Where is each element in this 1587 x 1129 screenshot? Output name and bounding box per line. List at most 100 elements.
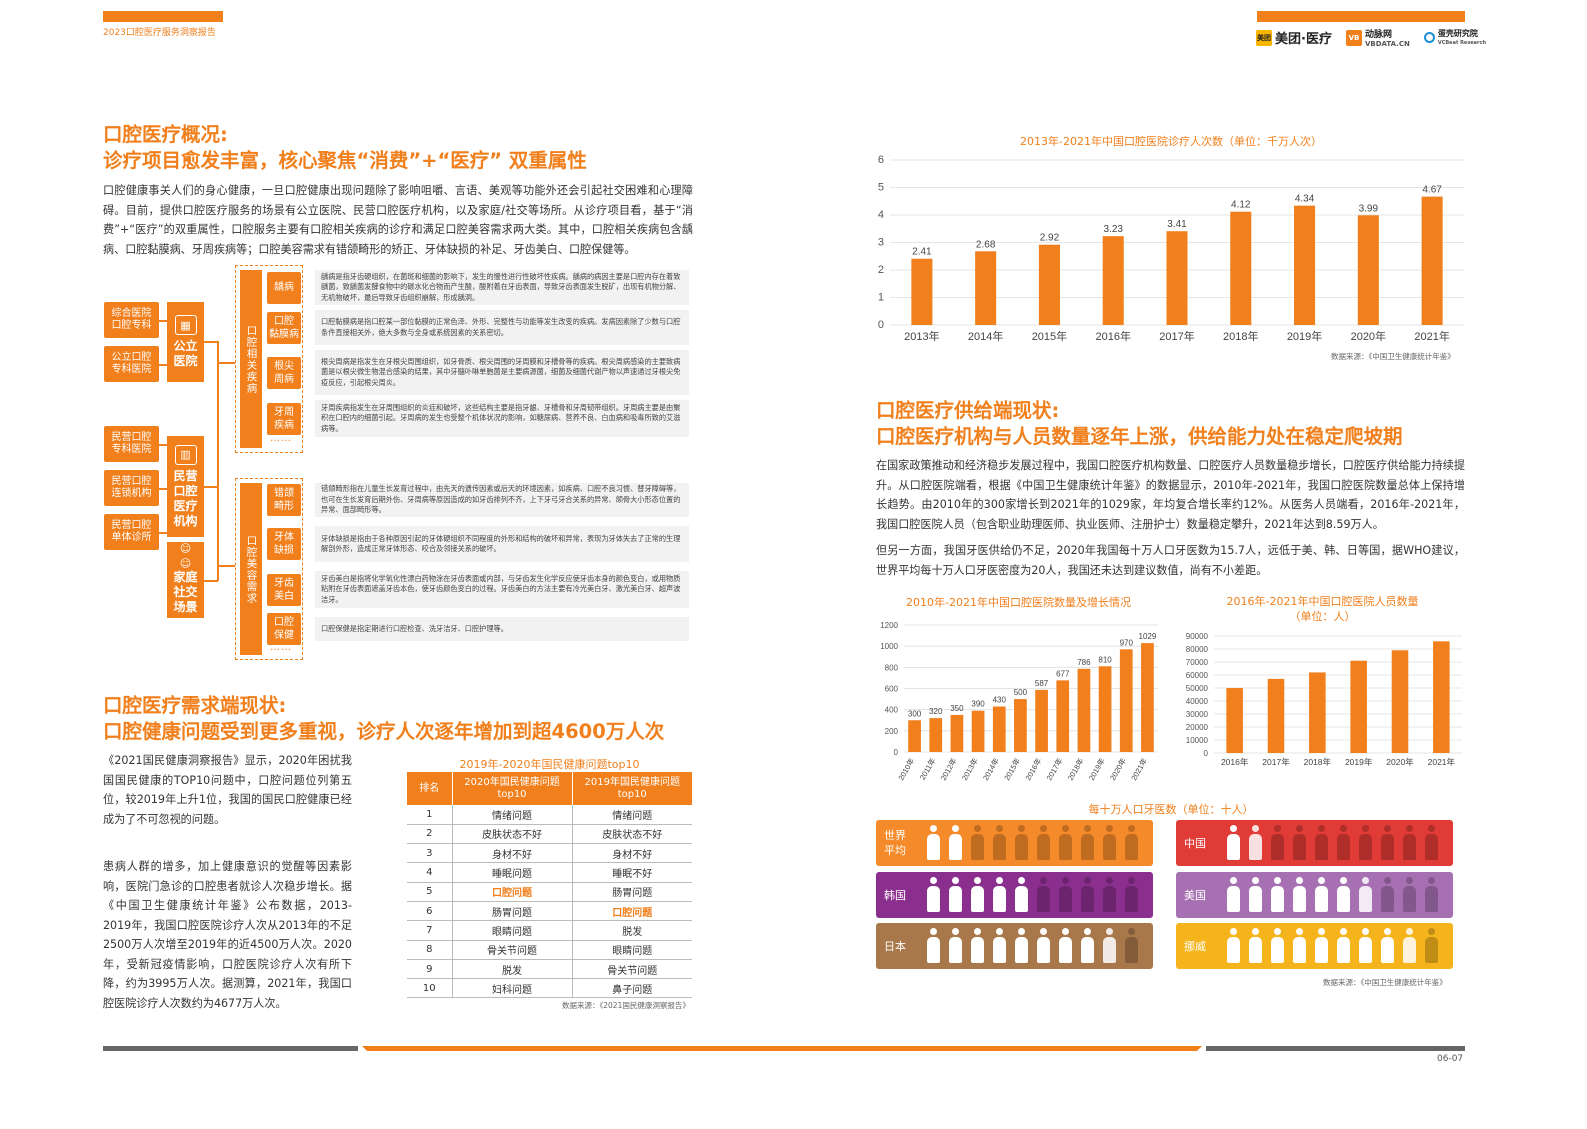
country-label: 日本 <box>884 939 906 953</box>
x-tick-label: 2014年 <box>968 329 1003 343</box>
beauty-category: 牙齿 美白 <box>267 573 301 606</box>
y-tick-label: 60000 <box>1186 671 1209 680</box>
issue-2020-cell: 情绪问题 <box>452 805 573 825</box>
header-logos: 美团 美团·医疗 VB 动脉网 VBDATA.CN 蛋壳研究院 VCBeat Resea… <box>1256 27 1486 48</box>
disease-category: 根尖 周病 <box>267 356 301 389</box>
disease-description: 牙周疾病指发生在牙周围组织的炎症和破坏，这些结构主要是指牙龈、牙槽骨和牙周韧带组… <box>315 400 689 437</box>
bar <box>929 718 943 752</box>
bar <box>992 706 1006 752</box>
x-tick-label: 2012年 <box>938 756 959 782</box>
bar <box>1056 680 1070 752</box>
header-accent-bar-right <box>1257 11 1465 22</box>
bar <box>1166 231 1188 325</box>
y-tick-label: 30000 <box>1186 710 1209 719</box>
public-hospital-label: 公立 医院 <box>173 339 198 368</box>
person-icon <box>1034 928 1053 964</box>
x-tick-label: 2020年 <box>1107 756 1128 782</box>
x-tick-label: 2020年 <box>1386 757 1414 767</box>
person-icon <box>1422 825 1441 861</box>
data-label: 2.41 <box>912 247 932 258</box>
person-icon <box>924 928 943 964</box>
issue-2020-cell: 肠胃问题 <box>452 901 573 922</box>
footer-bar-gray-left <box>103 1046 358 1051</box>
connector <box>159 444 167 446</box>
bar <box>1077 668 1091 752</box>
group1-ellipsis: …… <box>270 433 292 444</box>
supply-para-2: 但另一方面，我国牙医供给仍不足，2020年我国每十万人口牙医数为15.7人，远低… <box>876 544 1465 577</box>
top10-row: 10 妇科问题 鼻子问题 <box>407 978 692 999</box>
bar <box>950 714 964 752</box>
hospitals-chart: 0 200 400 600 800 1000 1200 300 2010年 320 2011年 350… <box>880 621 1158 782</box>
person-icon <box>1078 877 1097 913</box>
y-tick-label: 40000 <box>1186 697 1209 706</box>
y-tick-label: 20000 <box>1186 723 1209 732</box>
x-tick-label: 2014年 <box>980 756 1001 782</box>
person-icon <box>1356 825 1375 861</box>
x-tick-label: 2016年 <box>1095 329 1130 343</box>
y-tick-label: 600 <box>885 685 899 694</box>
staff-chart: 0 10000 20000 30000 40000 50000 60000 70000 8000… <box>1186 632 1462 767</box>
top10-row: 6 肠胃问题 口腔问题 <box>407 901 692 922</box>
x-tick-label: 2018年 <box>1223 329 1258 343</box>
person-icon <box>1100 877 1119 913</box>
person-icon <box>1290 928 1309 964</box>
person-icon <box>1334 877 1353 913</box>
footer-bar-orange <box>362 1046 1202 1051</box>
country-label: 美国 <box>1184 888 1206 902</box>
disease-description: 龋病是指牙齿硬组织，在菌斑和细菌的影响下，发生的慢性进行性破坏性疾病。龋病的病因… <box>315 270 689 305</box>
top10-row: 4 睡眠问题 睡眠不好 <box>407 862 692 883</box>
data-label: 3.23 <box>1103 224 1123 235</box>
person-icon <box>1312 877 1331 913</box>
x-tick-label: 2018年 <box>1065 756 1086 782</box>
bar <box>908 720 921 752</box>
rank-cell: 3 <box>407 843 453 864</box>
issue-2020-cell: 睡眠问题 <box>452 862 573 883</box>
vbdata-text: 动脉网 <box>1364 30 1392 40</box>
y-tick-label: 10000 <box>1186 736 1209 745</box>
person-icon <box>990 928 1009 964</box>
dentists-chart-title: 每十万人口牙医数（单位：十人） <box>1088 803 1254 816</box>
header-2020: 2020年国民健康问题 top10 <box>452 772 573 805</box>
issue-2019-cell: 脱发 <box>572 920 692 941</box>
disease-category: 牙周 疾病 <box>267 402 301 435</box>
person-icon <box>1246 928 1265 964</box>
bar <box>1230 211 1252 325</box>
bar <box>1035 689 1048 752</box>
person-icon <box>1100 928 1119 964</box>
dentist-band: 世界 平均 <box>876 820 1153 866</box>
beauty-category: 错颌 畸形 <box>267 484 301 516</box>
rank-cell: 8 <box>407 940 453 960</box>
bar <box>1294 205 1316 325</box>
footer-bar-gray-right <box>1206 1046 1465 1051</box>
demand-para-1: 《2021国民健康洞察报告》显示，2020年困扰我国国民健康的TOP10问题中，… <box>103 754 352 826</box>
private-sub-2: 民营口腔 连锁机构 <box>104 470 159 506</box>
country-label: 韩国 <box>884 888 906 902</box>
data-label: 430 <box>993 695 1007 704</box>
visits-chart: 0 1 2 3 4 5 6 2.41 2013年 2.68 2014年 2.92 2015年 3.23 20… <box>878 154 1464 343</box>
bar <box>1141 643 1154 752</box>
person-icon <box>1422 877 1441 913</box>
vcbeat-sub: VCBeat Research <box>1437 40 1487 46</box>
data-label: 350 <box>950 704 964 713</box>
bar <box>1102 236 1124 325</box>
connector <box>159 532 167 534</box>
y-tick-label: 70000 <box>1186 658 1209 667</box>
y-tick-label: 2 <box>878 264 884 276</box>
top10-source: 数据来源：《2021国民健康洞察报告》 <box>562 1001 690 1010</box>
issue-2020-cell: 眼睛问题 <box>452 920 573 941</box>
bar <box>1226 688 1243 753</box>
data-label: 1029 <box>1139 632 1157 641</box>
meituan-badge: 美团 <box>1256 29 1272 46</box>
overview-title-2: 诊疗项目愈发丰富，核心聚焦“消费”+“医疗” 双重属性 <box>103 149 587 172</box>
connector <box>219 362 235 364</box>
person-icon <box>1378 928 1397 964</box>
country-label: 挪威 <box>1184 939 1206 953</box>
issue-2020-cell: 妇科问题 <box>452 978 573 999</box>
rank-cell: 7 <box>407 920 453 941</box>
bar <box>1038 244 1060 325</box>
beauty-description: 牙体缺损是指由于各种原因引起的牙体硬组织不同程度的外形和结构的破坏和异常，表现为… <box>315 526 689 562</box>
disease-description: 根尖周病是指发生在牙根尖周围组织，如牙骨质、根尖周围的牙周膜和牙槽骨等的疾病。根… <box>315 350 689 395</box>
y-tick-label: 0 <box>1204 749 1209 758</box>
person-icon <box>1246 825 1265 861</box>
private-sub-1: 民营口腔 专科医院 <box>104 426 159 462</box>
